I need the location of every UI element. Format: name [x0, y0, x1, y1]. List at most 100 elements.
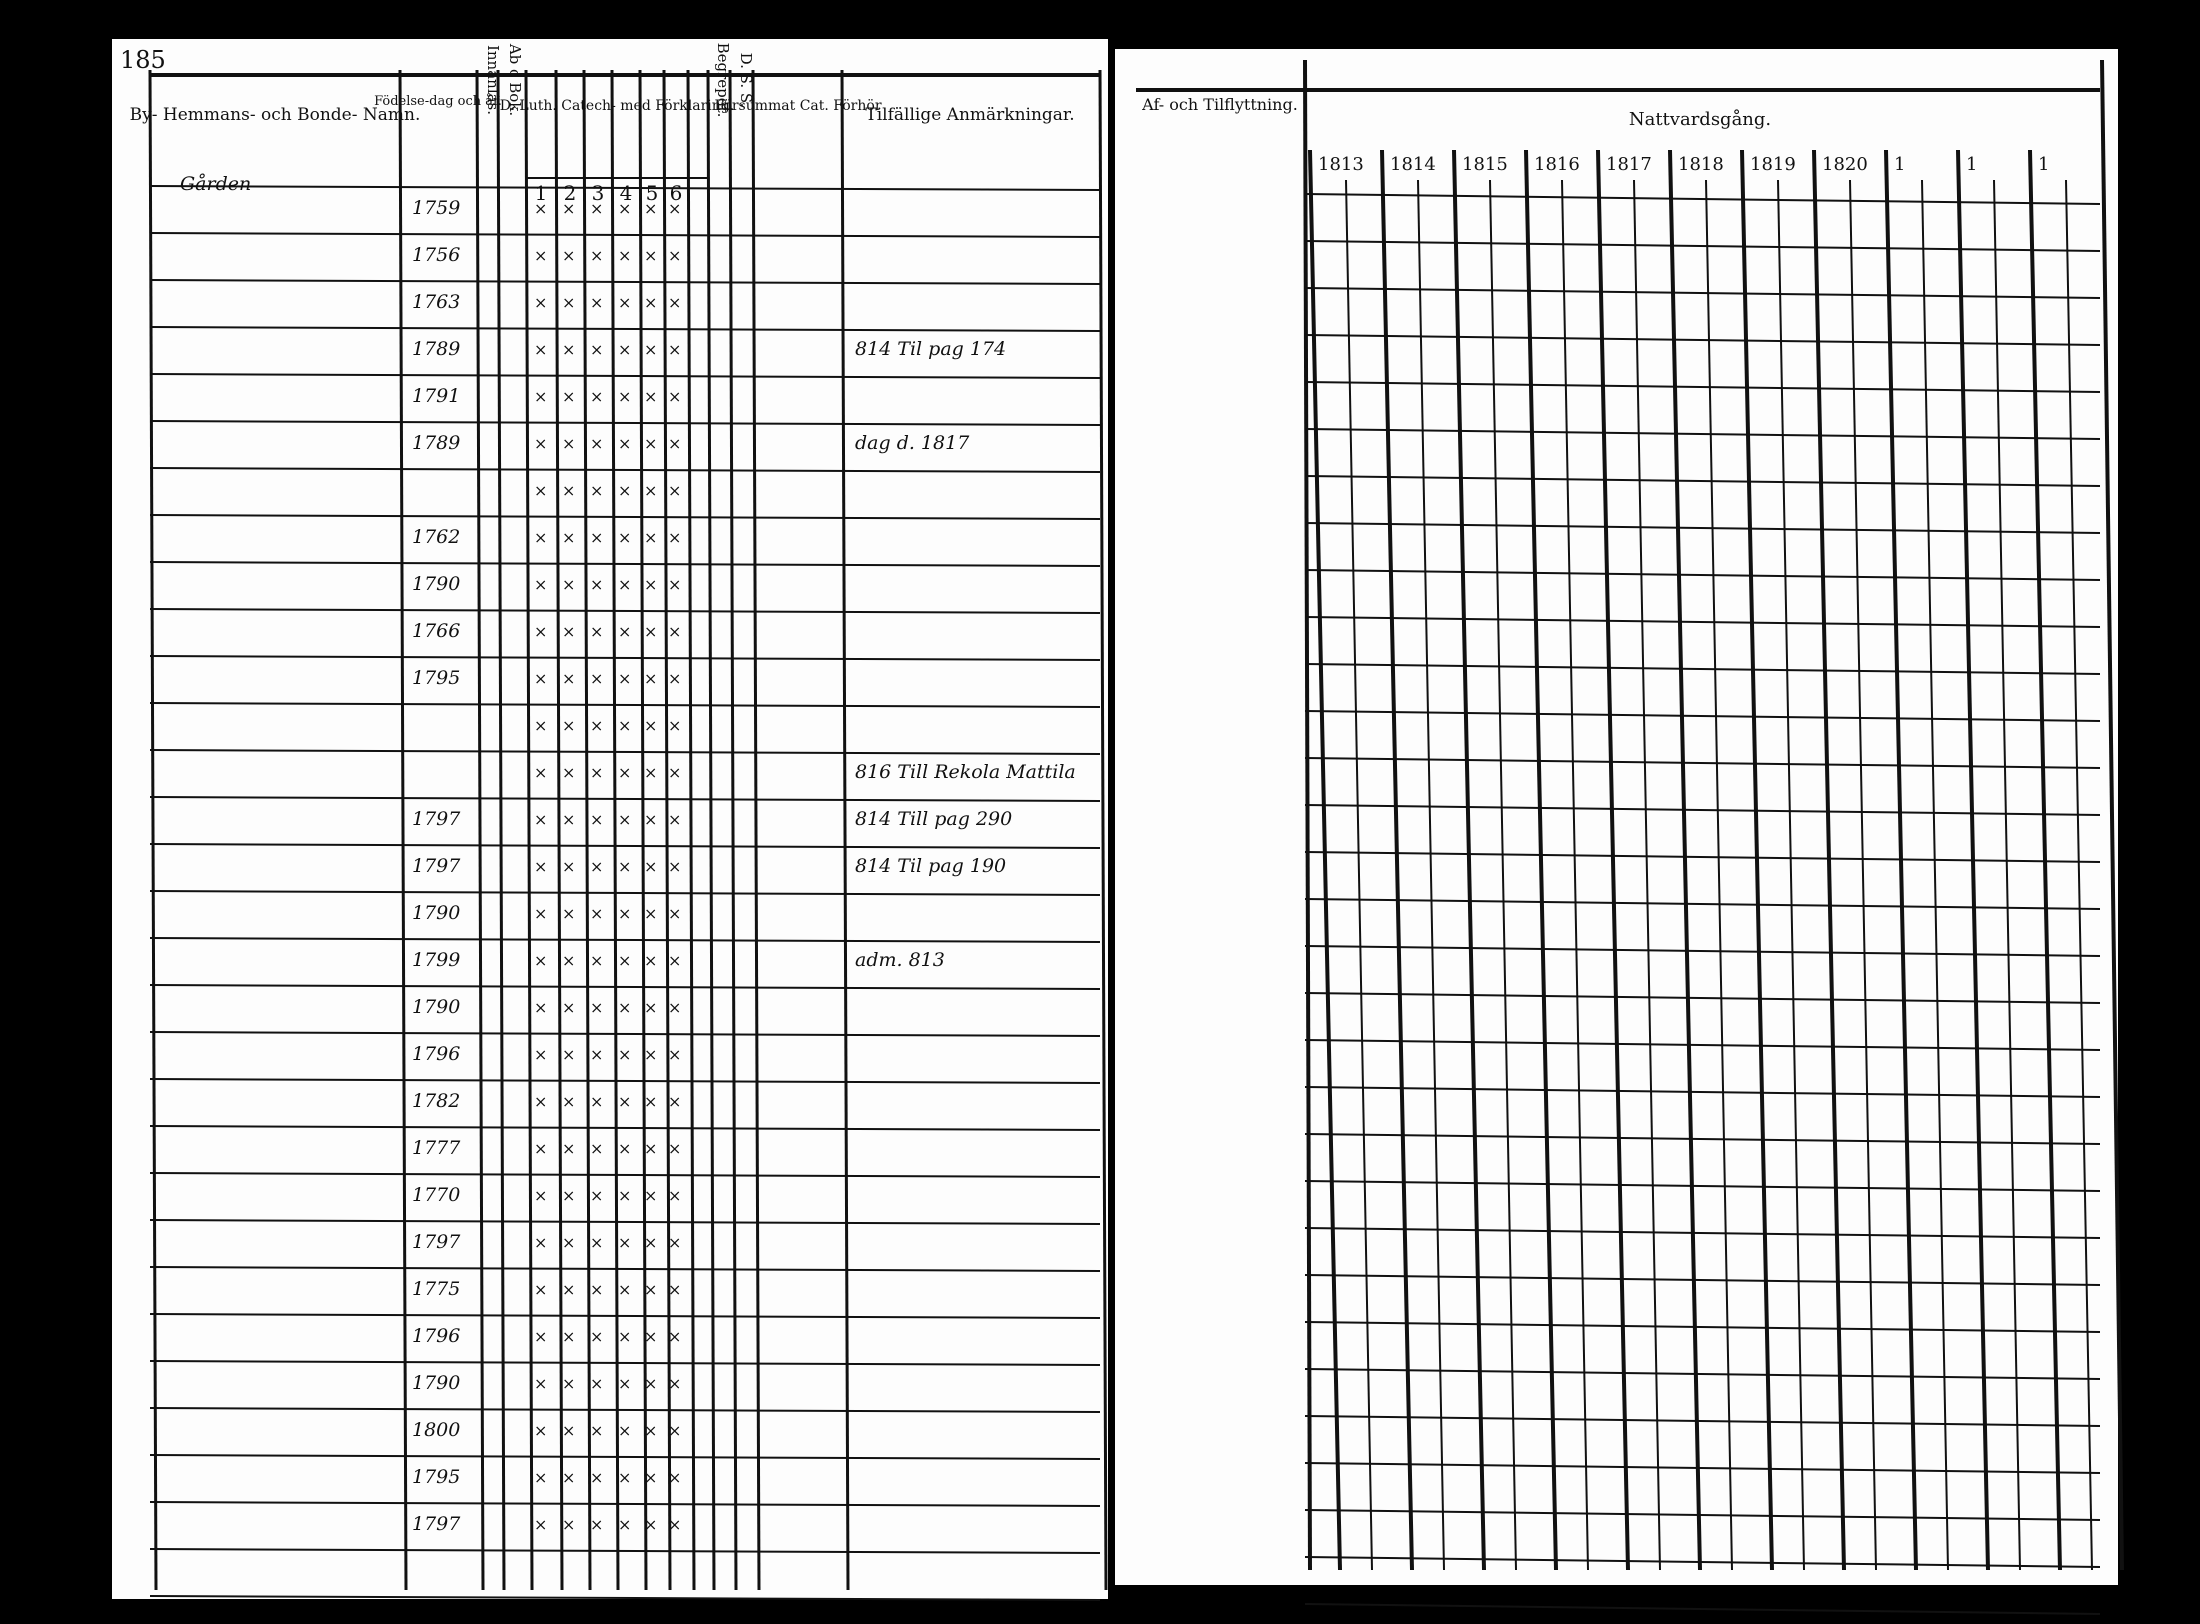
- birth-year: 1759: [412, 197, 460, 219]
- mark: ×: [618, 1515, 631, 1534]
- rule: [149, 420, 1101, 426]
- birth-year: 1790: [412, 573, 460, 595]
- mark: ×: [644, 1515, 657, 1534]
- year-header: 1816: [1534, 154, 1580, 175]
- birth-year: 1799: [412, 949, 460, 971]
- rule: [1098, 69, 1108, 1591]
- mark: ×: [668, 528, 681, 547]
- birth-year: 1789: [412, 432, 460, 454]
- mark: ×: [534, 1374, 547, 1393]
- year-header: 1819: [1750, 154, 1796, 175]
- mark: ×: [534, 1139, 547, 1158]
- rule: [1304, 1603, 2101, 1615]
- rule: [1304, 804, 2101, 816]
- rule: [149, 373, 1101, 379]
- mark: ×: [618, 528, 631, 547]
- rule: [554, 69, 564, 1591]
- note: 814 Till pag 290: [855, 808, 1012, 830]
- mark: ×: [562, 716, 575, 735]
- rule: [1304, 287, 2101, 299]
- mark: ×: [644, 810, 657, 829]
- mark: ×: [668, 1280, 681, 1299]
- rule: [1304, 1086, 2101, 1098]
- mark: ×: [668, 1468, 681, 1487]
- year-header: 1815: [1462, 154, 1508, 175]
- mark: ×: [618, 1092, 631, 1111]
- mark: ×: [668, 1092, 681, 1111]
- mark: ×: [534, 857, 547, 876]
- mark: ×: [618, 998, 631, 1017]
- mark: ×: [590, 1280, 603, 1299]
- year-header: 1817: [1606, 154, 1652, 175]
- birth-year: 1770: [412, 1184, 460, 1206]
- mark: ×: [644, 1139, 657, 1158]
- rule: [149, 1454, 1101, 1460]
- rule: [1921, 179, 1949, 1571]
- birth-year: 1756: [412, 244, 460, 266]
- mark: ×: [562, 1374, 575, 1393]
- left-page: [112, 39, 1108, 1599]
- mark: ×: [618, 434, 631, 453]
- birth-year: 1777: [412, 1137, 461, 1159]
- rule: [148, 69, 158, 1591]
- mark: ×: [668, 340, 681, 359]
- mark: ×: [534, 1186, 547, 1205]
- rule: [149, 1548, 1101, 1554]
- mark: ×: [562, 199, 575, 218]
- mark: ×: [668, 1045, 681, 1064]
- year-header: 1818: [1678, 154, 1724, 175]
- mark: ×: [618, 763, 631, 782]
- mark: ×: [668, 575, 681, 594]
- mark: ×: [644, 904, 657, 923]
- birth-year: 1766: [412, 620, 460, 642]
- mark: ×: [590, 434, 603, 453]
- rule: [1304, 1227, 2101, 1239]
- mark: ×: [590, 1327, 603, 1346]
- mark: ×: [562, 951, 575, 970]
- rule: [1304, 757, 2101, 769]
- rule: [1304, 1415, 2101, 1427]
- mark: ×: [668, 293, 681, 312]
- rule: [1304, 1462, 2101, 1474]
- mark: ×: [644, 575, 657, 594]
- rule: [149, 467, 1101, 473]
- mark: ×: [644, 340, 657, 359]
- rule: [751, 69, 761, 1591]
- header-text: 3: [592, 181, 605, 205]
- mark: ×: [534, 1045, 547, 1064]
- birth-year: 1797: [412, 855, 461, 877]
- mark: ×: [590, 1092, 603, 1111]
- mark: ×: [562, 1233, 575, 1252]
- header-text: Innanläs.: [484, 45, 502, 115]
- mark: ×: [534, 1421, 547, 1440]
- mark: ×: [668, 904, 681, 923]
- birth-year: 1795: [412, 667, 460, 689]
- mark: ×: [590, 1045, 603, 1064]
- mark: ×: [590, 246, 603, 265]
- rule: [1524, 149, 1558, 1571]
- mark: ×: [534, 669, 547, 688]
- birth-year: 1775: [412, 1278, 460, 1300]
- mark: ×: [534, 716, 547, 735]
- mark: ×: [644, 998, 657, 1017]
- rule: [149, 326, 1101, 332]
- mark: ×: [644, 857, 657, 876]
- rule: [1304, 1180, 2101, 1192]
- rule: [1304, 1368, 2101, 1380]
- mark: ×: [618, 904, 631, 923]
- rule: [149, 1501, 1101, 1507]
- mark: ×: [644, 434, 657, 453]
- mark: ×: [590, 998, 603, 1017]
- mark: ×: [562, 1092, 575, 1111]
- header-text: Tilfällige Anmärkningar.: [865, 105, 1074, 125]
- rule: [1777, 179, 1805, 1571]
- mark: ×: [668, 1515, 681, 1534]
- mark: ×: [618, 810, 631, 829]
- mark: ×: [644, 246, 657, 265]
- mark: ×: [534, 199, 547, 218]
- header-text: By- Hemmans- och Bonde- Namn.: [130, 105, 421, 125]
- rule: [1345, 179, 1373, 1571]
- year-header: 1: [1894, 154, 1905, 175]
- mark: ×: [668, 1421, 681, 1440]
- rule: [149, 514, 1101, 520]
